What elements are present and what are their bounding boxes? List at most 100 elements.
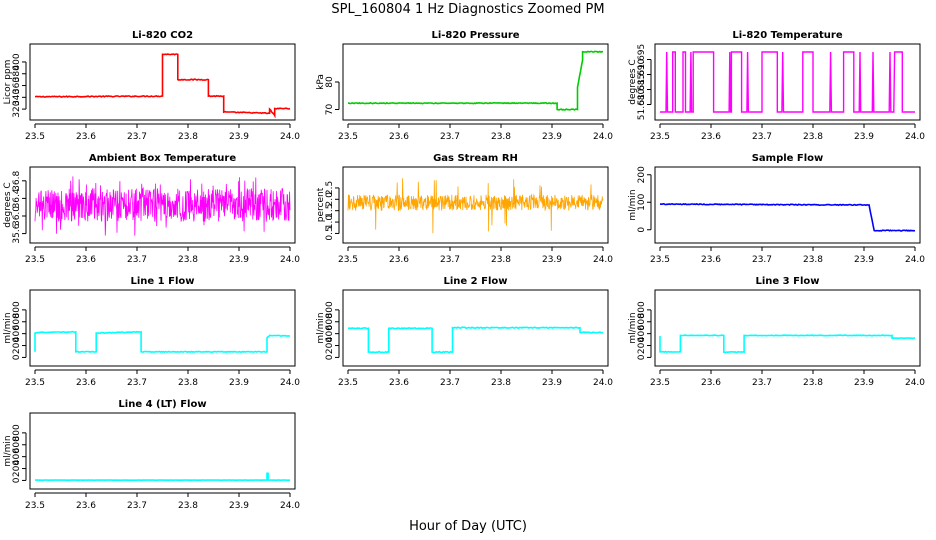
x-tick-label: 24.0 <box>593 255 613 265</box>
series-line <box>660 51 915 113</box>
series-line <box>34 330 290 354</box>
panel-title: Line 4 (LT) Flow <box>118 399 206 410</box>
x-tick-label: 23.8 <box>803 255 823 265</box>
chart-panel: Ambient Box Temperature degrees C 23.5 23.6… <box>3 153 300 265</box>
plot-frame <box>342 166 609 244</box>
y-axis-label: degrees C <box>628 59 638 104</box>
y-tick-label: 800 <box>325 301 335 318</box>
y-tick-label: 70 <box>325 104 335 116</box>
y-tick-label: 200 <box>637 337 647 354</box>
y-tick-label: 2.0 <box>325 192 335 207</box>
chart-panel: Li-820 CO2 Licor ppm 23.5 23.6 23.7 23.8 23.9 2… <box>3 30 300 142</box>
y-tick-label: 1.5 <box>325 204 335 218</box>
y-tick-label: 51.695 <box>637 44 647 76</box>
y-tick-label: 600 <box>12 436 22 453</box>
y-tick-label: 51.680 <box>637 88 647 120</box>
x-tick-label: 23.7 <box>440 255 460 265</box>
chart-panel: Li-820 Pressure kPa 23.5 23.6 23.7 23.8 23.9 24… <box>316 30 613 142</box>
y-tick-label: 2.5 <box>325 181 335 195</box>
y-tick-label: 400 <box>12 53 22 70</box>
series <box>34 330 290 354</box>
series <box>34 53 291 119</box>
panel-title: Li-820 Temperature <box>732 30 842 41</box>
y-tick-label: 200 <box>637 166 647 183</box>
chart-panel: Line 2 Flow ml/min 23.5 23.6 23.7 23.8 23.9 24.… <box>316 276 613 388</box>
y-tick-label: 800 <box>12 301 22 318</box>
series <box>347 178 604 234</box>
x-tick-label: 23.8 <box>491 255 511 265</box>
y-axis-label: ml/min <box>3 435 13 466</box>
plot-frame <box>29 166 296 244</box>
y-tick-label: 800 <box>12 424 22 441</box>
plot-frame <box>342 43 609 121</box>
x-tick-label: 23.7 <box>127 255 147 265</box>
x-tick-label: 24.0 <box>280 501 300 511</box>
series-line <box>347 50 604 111</box>
chart-panel: Line 4 (LT) Flow ml/min 23.5 23.6 23.7 23.8 23… <box>3 399 300 511</box>
x-tick-label: 24.0 <box>593 132 613 142</box>
x-tick-label: 24.0 <box>593 378 613 388</box>
x-tick-label: 24.0 <box>905 378 925 388</box>
y-tick-label: 36.0 <box>12 206 22 226</box>
plot-frame <box>29 43 296 121</box>
x-tick-label: 23.8 <box>178 501 198 511</box>
x-tick-label: 24.0 <box>280 378 300 388</box>
y-tick-label: 600 <box>637 313 647 330</box>
x-tick-label: 23.5 <box>650 255 670 265</box>
series-line <box>347 326 604 354</box>
y-tick-label: 51.690 <box>637 58 647 90</box>
y-tick-label: 380 <box>12 65 22 82</box>
y-tick-label: 400 <box>12 448 22 465</box>
x-tick-label: 23.7 <box>752 255 772 265</box>
x-tick-label: 23.5 <box>338 255 358 265</box>
y-tick-label: 400 <box>12 325 22 342</box>
chart-panel: Sample Flow ml/min 23.5 23.6 23.7 23.8 23.9 24.… <box>628 153 925 265</box>
x-tick-label: 23.9 <box>229 255 249 265</box>
x-tick-label: 23.5 <box>338 132 358 142</box>
x-tick-label: 23.9 <box>854 132 874 142</box>
x-tick-label: 23.5 <box>25 255 45 265</box>
y-tick-label: 80 <box>325 76 335 88</box>
x-tick-label: 24.0 <box>280 132 300 142</box>
series-line <box>34 53 291 119</box>
x-tick-label: 23.6 <box>701 255 721 265</box>
x-tick-label: 23.9 <box>229 501 249 511</box>
plot-frame <box>29 289 296 367</box>
x-tick-label: 23.8 <box>178 132 198 142</box>
panel-title: Li-820 CO2 <box>132 30 193 41</box>
chart-panel: Li-820 Temperature degrees C 23.5 23.6 23.7 2… <box>628 30 925 142</box>
series <box>347 326 604 354</box>
x-tick-label: 23.5 <box>25 378 45 388</box>
x-tick-label: 23.6 <box>389 255 409 265</box>
x-tick-label: 23.6 <box>76 132 96 142</box>
x-tick-label: 24.0 <box>905 255 925 265</box>
x-tick-label: 23.6 <box>389 132 409 142</box>
x-tick-label: 23.9 <box>542 132 562 142</box>
panel-grid: Li-820 CO2 Licor ppm 23.5 23.6 23.7 23.8 23.9 2… <box>3 30 925 511</box>
chart-panel: Line 1 Flow ml/min 23.5 23.6 23.7 23.8 23.9 24.… <box>3 276 300 388</box>
series <box>347 50 604 111</box>
panel-title: Line 3 Flow <box>756 276 820 287</box>
y-tick-label: 36.8 <box>12 171 22 191</box>
y-axis-label: percent <box>316 187 326 222</box>
panel-title: Li-820 Pressure <box>431 30 519 41</box>
x-tick-label: 23.6 <box>76 255 96 265</box>
panel-title: Line 2 Flow <box>444 276 508 287</box>
y-tick-label: 360 <box>12 77 22 94</box>
y-tick-label: 600 <box>325 313 335 330</box>
y-tick-label: 36.4 <box>12 188 22 208</box>
y-axis-label: ml/min <box>628 312 638 343</box>
y-axis-label: kPa <box>316 74 326 90</box>
series-line <box>34 176 291 236</box>
x-tick-label: 23.6 <box>76 501 96 511</box>
series-line <box>35 472 291 482</box>
panel-title: Sample Flow <box>752 153 824 164</box>
series-line <box>659 334 916 354</box>
x-tick-label: 23.7 <box>127 378 147 388</box>
series <box>35 472 291 482</box>
panel-title: Gas Stream RH <box>433 153 518 164</box>
y-axis-label: Licor ppm <box>3 60 13 105</box>
y-tick-label: 100 <box>637 193 647 210</box>
y-axis-label: ml/min <box>316 312 326 343</box>
